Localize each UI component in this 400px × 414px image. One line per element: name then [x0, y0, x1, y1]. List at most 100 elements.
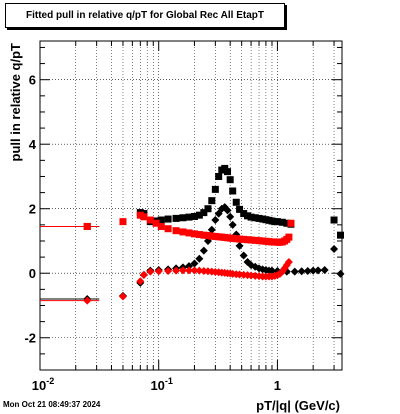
data-point-square [204, 205, 212, 213]
y-axis-label: pull in relative q/pT [8, 43, 23, 162]
data-point-diamond [164, 266, 173, 275]
data-point-diamond [190, 259, 199, 268]
data-point-square [247, 213, 255, 221]
data-point-square [226, 176, 234, 184]
data-point-square [185, 229, 193, 237]
x-tick-exponent: -1 [165, 376, 173, 386]
data-point-square [140, 213, 148, 221]
data-point-diamond [314, 266, 323, 275]
data-point-square [146, 216, 154, 224]
x-tick-label: 10-2 [32, 376, 54, 393]
data-point-diamond [146, 267, 155, 276]
y-tick-label: 2 [29, 202, 36, 217]
data-point-diamond [139, 270, 148, 279]
chart-title: Fitted pull in relative q/pT for Global … [26, 10, 264, 21]
data-point-diamond [190, 266, 199, 275]
data-point-square [273, 218, 281, 226]
series-2 [40, 211, 295, 246]
data-point-diamond [178, 266, 187, 275]
plot-frame [39, 40, 343, 371]
data-point-diamond [154, 267, 163, 276]
y-tick-label: 6 [29, 73, 36, 88]
data-point-diamond [284, 257, 293, 266]
data-point-square [247, 236, 255, 244]
data-point-diamond [303, 266, 312, 275]
data-point-diamond [211, 216, 220, 225]
data-point-square [283, 219, 291, 227]
data-point-square [152, 219, 160, 227]
data-point-diamond [239, 251, 248, 260]
y-tick-label: 4 [29, 137, 37, 152]
data-point-square [204, 231, 212, 239]
data-point-diamond [195, 266, 204, 275]
data-point-diamond [136, 277, 145, 286]
timestamp: Mon Oct 21 08:49:37 2024 [3, 400, 101, 409]
data-point-square [229, 234, 237, 242]
data-point-diamond [172, 266, 181, 275]
data-point-square [179, 214, 187, 222]
data-point-diamond [185, 262, 194, 271]
data-point-square [215, 172, 223, 180]
data-point-square [157, 222, 165, 230]
data-point-diamond [235, 241, 244, 250]
data-point-diamond [226, 212, 235, 221]
data-point-diamond [251, 262, 260, 271]
data-point-square [251, 214, 259, 222]
series-3 [40, 257, 293, 305]
data-point-diamond [207, 225, 216, 234]
data-point-square [224, 168, 232, 176]
data-point-square [195, 231, 203, 239]
data-point-square [172, 214, 180, 222]
data-point-square [244, 212, 252, 220]
data-point-diamond [309, 266, 318, 275]
y-tick-label: -2 [24, 331, 36, 346]
data-point-square [157, 216, 165, 224]
x-tick-exponent: -2 [46, 376, 54, 386]
data-point-square [179, 228, 187, 236]
data-point-diamond [199, 246, 208, 255]
data-point-square [164, 215, 172, 223]
x-axis-label: pT/|q| (GeV/c) [256, 398, 340, 413]
data-point-square [185, 213, 193, 221]
data-point-square [330, 216, 338, 224]
data-point-square [190, 212, 198, 220]
data-point-diamond [251, 271, 260, 280]
y-tick-label: 0 [29, 266, 36, 281]
data-point-diamond [330, 245, 339, 254]
data-point-diamond [223, 206, 232, 215]
grid-lines [39, 41, 342, 370]
data-point-diamond [195, 254, 204, 263]
data-point-square [255, 237, 263, 245]
data-point-diamond [228, 220, 237, 229]
data-point-square [251, 236, 259, 244]
series-0 [40, 164, 345, 239]
data-point-square [236, 235, 244, 243]
data-point-diamond [336, 269, 345, 278]
data-point-square [278, 218, 286, 226]
data-point-square [136, 211, 144, 219]
data-point-square [190, 230, 198, 238]
data-point-square [172, 227, 180, 235]
x-tick-label: 10-1 [150, 376, 172, 393]
data-point-square [208, 197, 216, 205]
data-point-square [236, 205, 244, 213]
data-point-square [119, 218, 127, 226]
data-point-square [337, 231, 345, 239]
data-point-square [200, 231, 208, 239]
data-point-square [240, 235, 248, 243]
data-point-square [287, 219, 295, 227]
data-point-square [255, 214, 263, 222]
data-point-square [211, 185, 219, 193]
data-point-square [229, 187, 237, 195]
data-marks [40, 164, 345, 305]
chart-title-box: Fitted pull in relative q/pT for Global … [5, 3, 285, 28]
data-point-square [244, 236, 252, 244]
data-point-diamond [290, 267, 299, 276]
x-tick-label: 1 [274, 378, 281, 393]
data-point-diamond [118, 292, 127, 301]
data-point-diamond [185, 266, 194, 275]
data-point-diamond [320, 266, 329, 275]
data-point-square [195, 211, 203, 219]
data-point-square [240, 210, 248, 218]
data-point-square [285, 233, 293, 241]
